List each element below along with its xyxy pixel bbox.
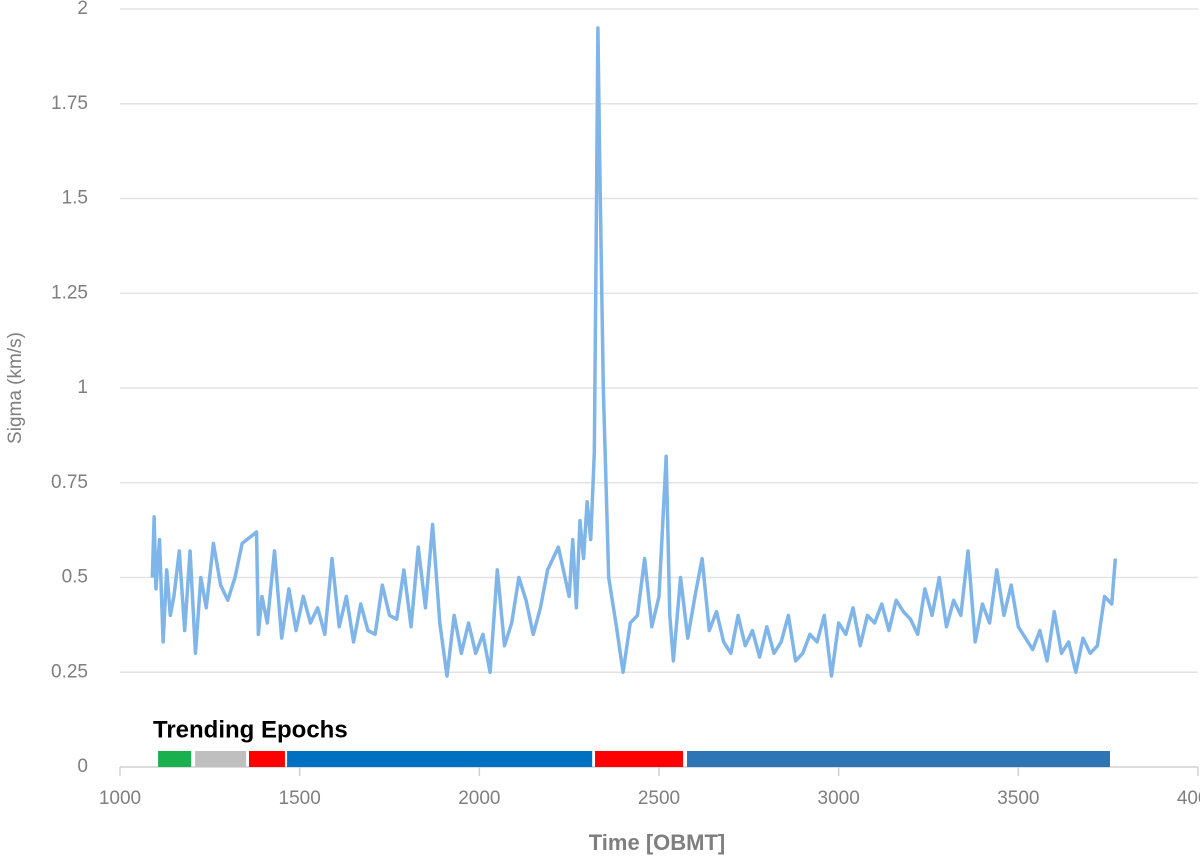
- y-tick-label: 0.25: [51, 661, 88, 682]
- x-tick-label: 1500: [279, 788, 321, 809]
- x-tick-label: 1000: [99, 788, 141, 809]
- data-line: [150, 26, 1118, 678]
- epoch-bar: [195, 751, 247, 767]
- x-axis-label: Time [OBMT]: [589, 830, 725, 855]
- x-tick-label: 2500: [638, 788, 680, 809]
- x-tick-label: 2000: [458, 788, 500, 809]
- y-tick-label: 1.5: [62, 188, 88, 209]
- epoch-bar: [287, 751, 593, 767]
- epoch-bar: [595, 751, 684, 767]
- x-tick-label: 4000: [1177, 788, 1200, 809]
- y-tick-label: 0.5: [62, 567, 88, 588]
- y-tick-label: 1: [77, 377, 88, 398]
- y-tick-label: 0.75: [51, 472, 88, 493]
- epoch-bar: [249, 751, 285, 767]
- y-tick-label: 1.75: [51, 93, 88, 114]
- y-tick-label: 0: [77, 756, 88, 777]
- x-tick-label: 3500: [997, 788, 1039, 809]
- annotation: Trending Epochs: [153, 716, 348, 743]
- epoch-bar: [687, 751, 1110, 767]
- x-tick-label: 3000: [818, 788, 860, 809]
- y-tick-label: 2: [77, 0, 88, 19]
- y-tick-label: 1.25: [51, 282, 88, 303]
- epoch-bar: [158, 751, 192, 767]
- y-axis-label: Sigma (km/s): [5, 332, 26, 444]
